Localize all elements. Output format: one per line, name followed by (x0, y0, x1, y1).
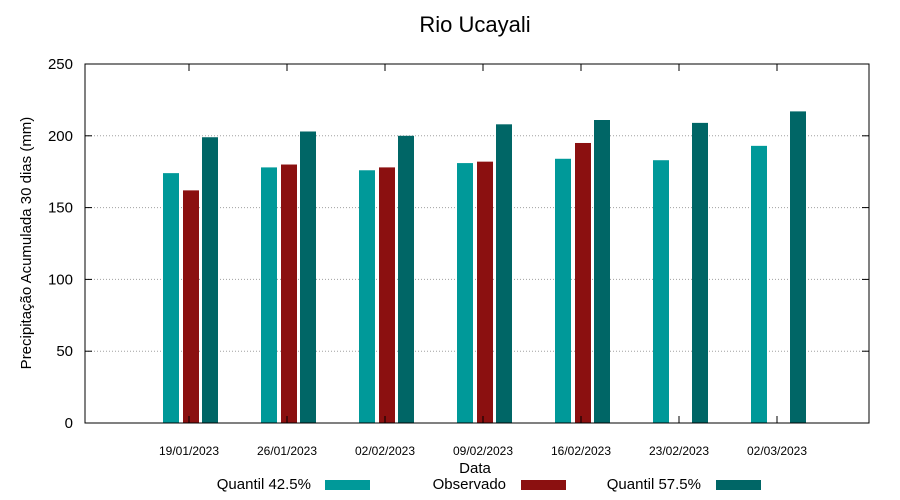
x-tick-label: 23/02/2023 (649, 444, 709, 458)
x-axis: 19/01/2023 26/01/2023 02/02/2023 09/02/2023… (159, 64, 807, 458)
bar (202, 137, 218, 423)
legend-label: Quantil 42.5% (217, 476, 311, 493)
y-tick-label: 250 (48, 56, 73, 73)
y-tick-label: 150 (48, 200, 73, 217)
bar (653, 160, 669, 423)
y-tick-label: 100 (48, 271, 73, 288)
bar (751, 145, 767, 424)
legend-swatch (325, 480, 370, 490)
bar (496, 124, 512, 423)
bar (790, 111, 806, 423)
legend-swatch (521, 480, 566, 490)
chart-title: Rio Ucayali (419, 12, 530, 37)
y-tick-label: 0 (65, 415, 73, 432)
bar (379, 167, 395, 423)
legend-swatch (716, 480, 761, 490)
bar (163, 173, 179, 423)
x-tick-label: 19/01/2023 (159, 444, 219, 458)
bar (457, 163, 473, 424)
y-axis-label: Precipitação Acumulada 30 dias (mm) (18, 117, 35, 370)
bars (163, 111, 806, 424)
plot-frame (84, 63, 870, 424)
legend: Quantil 42.5% Observado Quantil 57.5% (217, 476, 761, 493)
y-tick-label: 200 (48, 128, 73, 145)
x-axis-label: Data (459, 460, 491, 477)
bar (594, 120, 610, 423)
x-tick-label: 09/02/2023 (453, 444, 513, 458)
legend-label: Quantil 57.5% (607, 476, 701, 493)
x-tick-label: 16/02/2023 (551, 444, 611, 458)
legend-label: Observado (433, 476, 506, 493)
x-tick-label: 02/02/2023 (355, 444, 415, 458)
bar (555, 158, 571, 423)
y-axis: 0 50 100 150 200 250 (48, 56, 869, 432)
bar (261, 167, 277, 423)
bar (575, 142, 591, 424)
bar (183, 190, 199, 423)
x-tick-label: 02/03/2023 (747, 444, 807, 458)
bar (398, 135, 414, 424)
bar (281, 164, 297, 423)
bar (300, 131, 316, 423)
bar (477, 161, 493, 423)
x-tick-label: 26/01/2023 (257, 444, 317, 458)
bar (359, 170, 375, 423)
y-tick-label: 50 (56, 343, 73, 360)
bar (692, 122, 708, 423)
